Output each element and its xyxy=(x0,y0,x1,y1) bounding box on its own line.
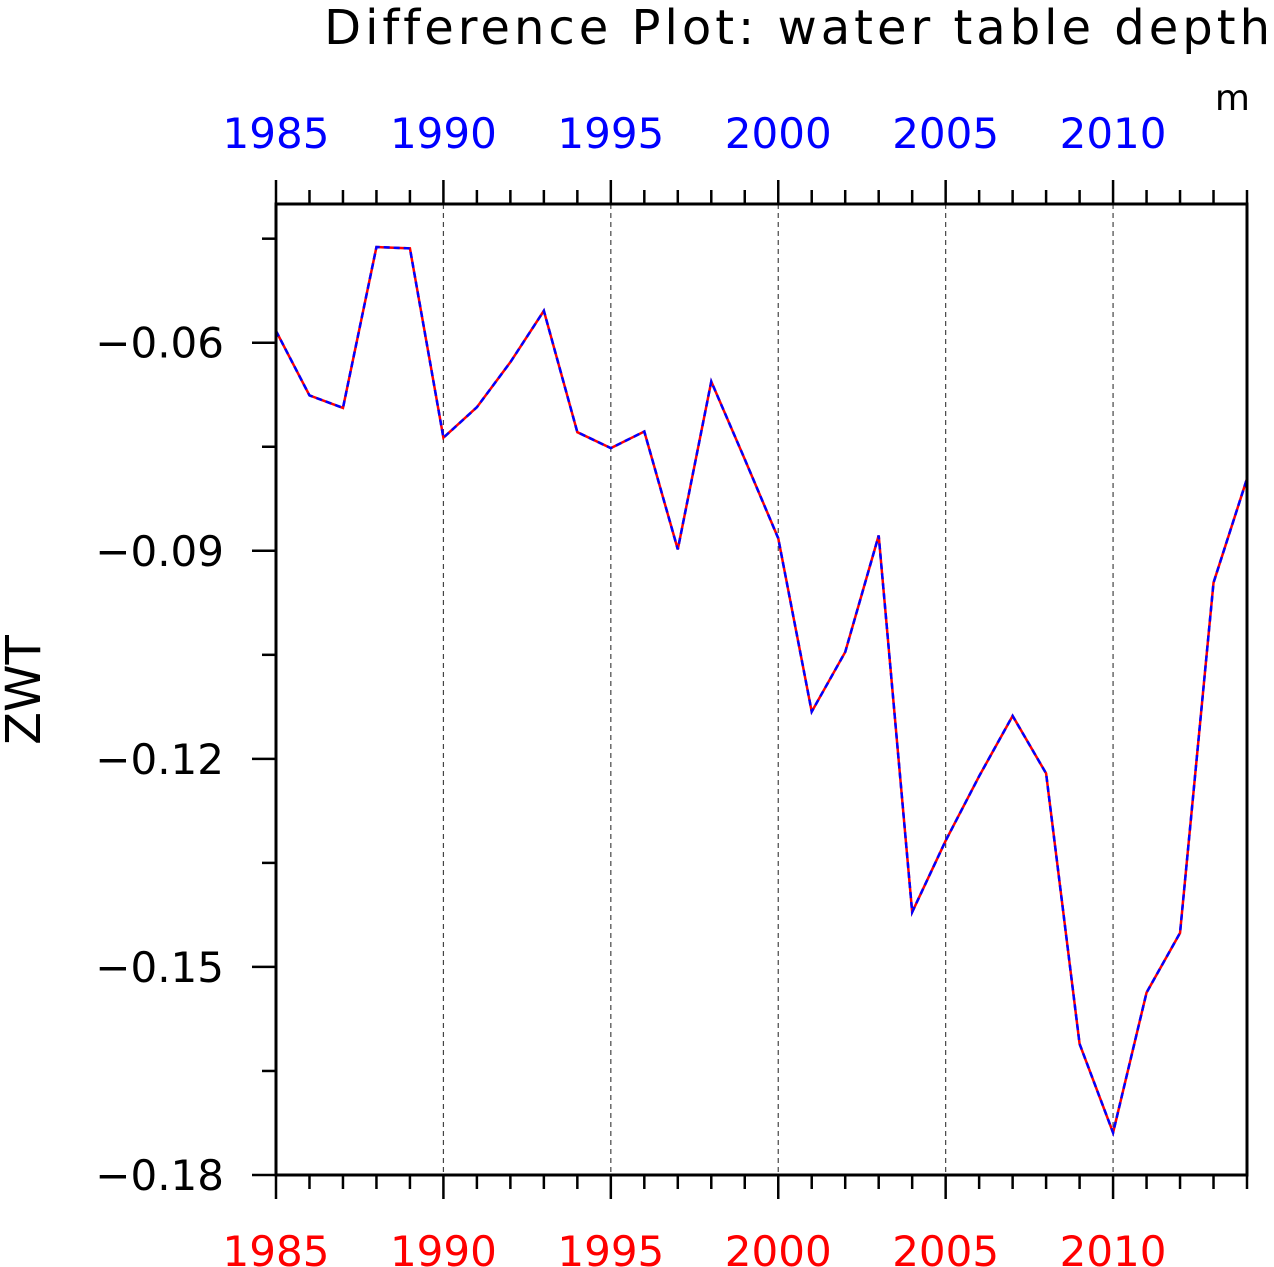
y-axis-label: ZWT xyxy=(0,634,52,744)
vertical-gridlines xyxy=(442,204,1114,1175)
y-tick-label: −0.12 xyxy=(95,735,224,784)
top-x-tick-label: 2010 xyxy=(1060,109,1167,158)
y-tick-label: −0.06 xyxy=(95,319,224,368)
top-x-tick-label: 2005 xyxy=(892,109,999,158)
tick-labels: 1985 1985 1990 1990 1995 1995 2000 2000 2005 2005… xyxy=(95,109,1166,1267)
y-tick-label: −0.09 xyxy=(95,527,224,576)
top-x-tick-label: 2000 xyxy=(725,109,832,158)
units-label: m xyxy=(1215,78,1250,119)
top-x-tick-label: 1995 xyxy=(557,109,664,158)
bottom-x-tick-label: 2010 xyxy=(1060,1227,1167,1267)
plot-frame xyxy=(274,202,1249,1177)
y-tick-label: −0.18 xyxy=(95,1151,224,1200)
bottom-x-tick-label: 1985 xyxy=(223,1227,330,1267)
top-x-tick-label: 1990 xyxy=(390,109,497,158)
y-tick-label: −0.15 xyxy=(95,943,224,992)
bottom-x-tick-label: 1990 xyxy=(390,1227,497,1267)
series-line-0 xyxy=(274,245,1249,1137)
series-line-1 xyxy=(274,245,1249,1137)
axis-ticks xyxy=(252,180,1249,1199)
bottom-x-tick-label: 2005 xyxy=(892,1227,999,1267)
data-series xyxy=(274,245,1249,1137)
bottom-x-tick-label: 2000 xyxy=(725,1227,832,1267)
chart-title: Difference Plot: water table depth xyxy=(324,0,1274,56)
top-x-tick-label: 1985 xyxy=(223,109,330,158)
bottom-x-tick-label: 1995 xyxy=(557,1227,664,1267)
